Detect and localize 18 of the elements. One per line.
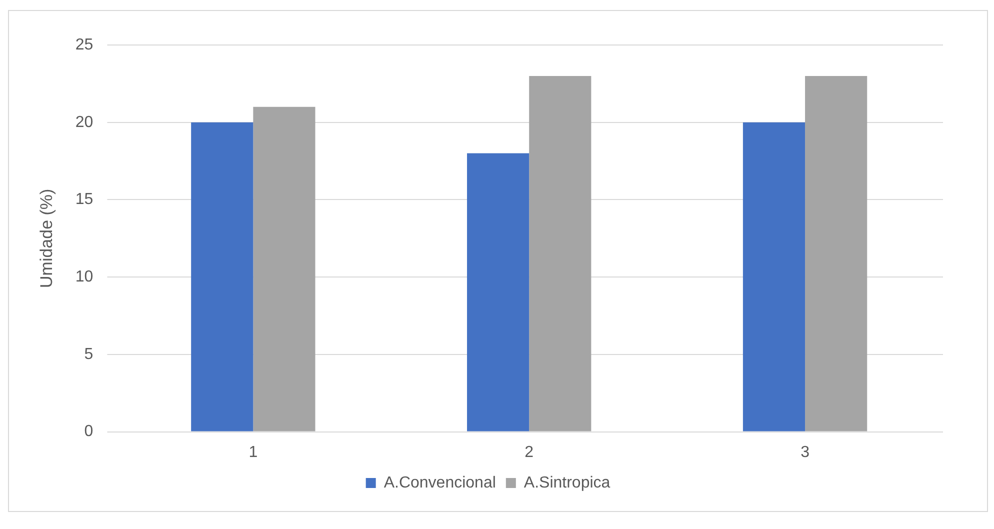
y-tick-label: 5 <box>84 346 94 363</box>
y-tick-label: 15 <box>75 191 94 208</box>
bar <box>467 153 530 432</box>
bar <box>529 76 592 432</box>
bar <box>253 106 316 432</box>
x-tick-label: 2 <box>524 444 534 461</box>
y-tick-label: 0 <box>84 423 94 440</box>
legend-label: A.Sintropica <box>524 474 610 492</box>
bar <box>742 122 806 432</box>
y-tick-label: 10 <box>75 268 94 286</box>
y-axis-title: Umidade (%) <box>36 188 56 288</box>
legend-label: A.Convencional <box>384 474 496 492</box>
bar <box>805 76 868 432</box>
y-tick-label: 25 <box>75 36 94 54</box>
y-tick-label: 20 <box>75 114 94 131</box>
bar <box>191 122 254 432</box>
x-tick-label: 1 <box>248 444 258 461</box>
x-tick-label: 3 <box>800 444 810 461</box>
